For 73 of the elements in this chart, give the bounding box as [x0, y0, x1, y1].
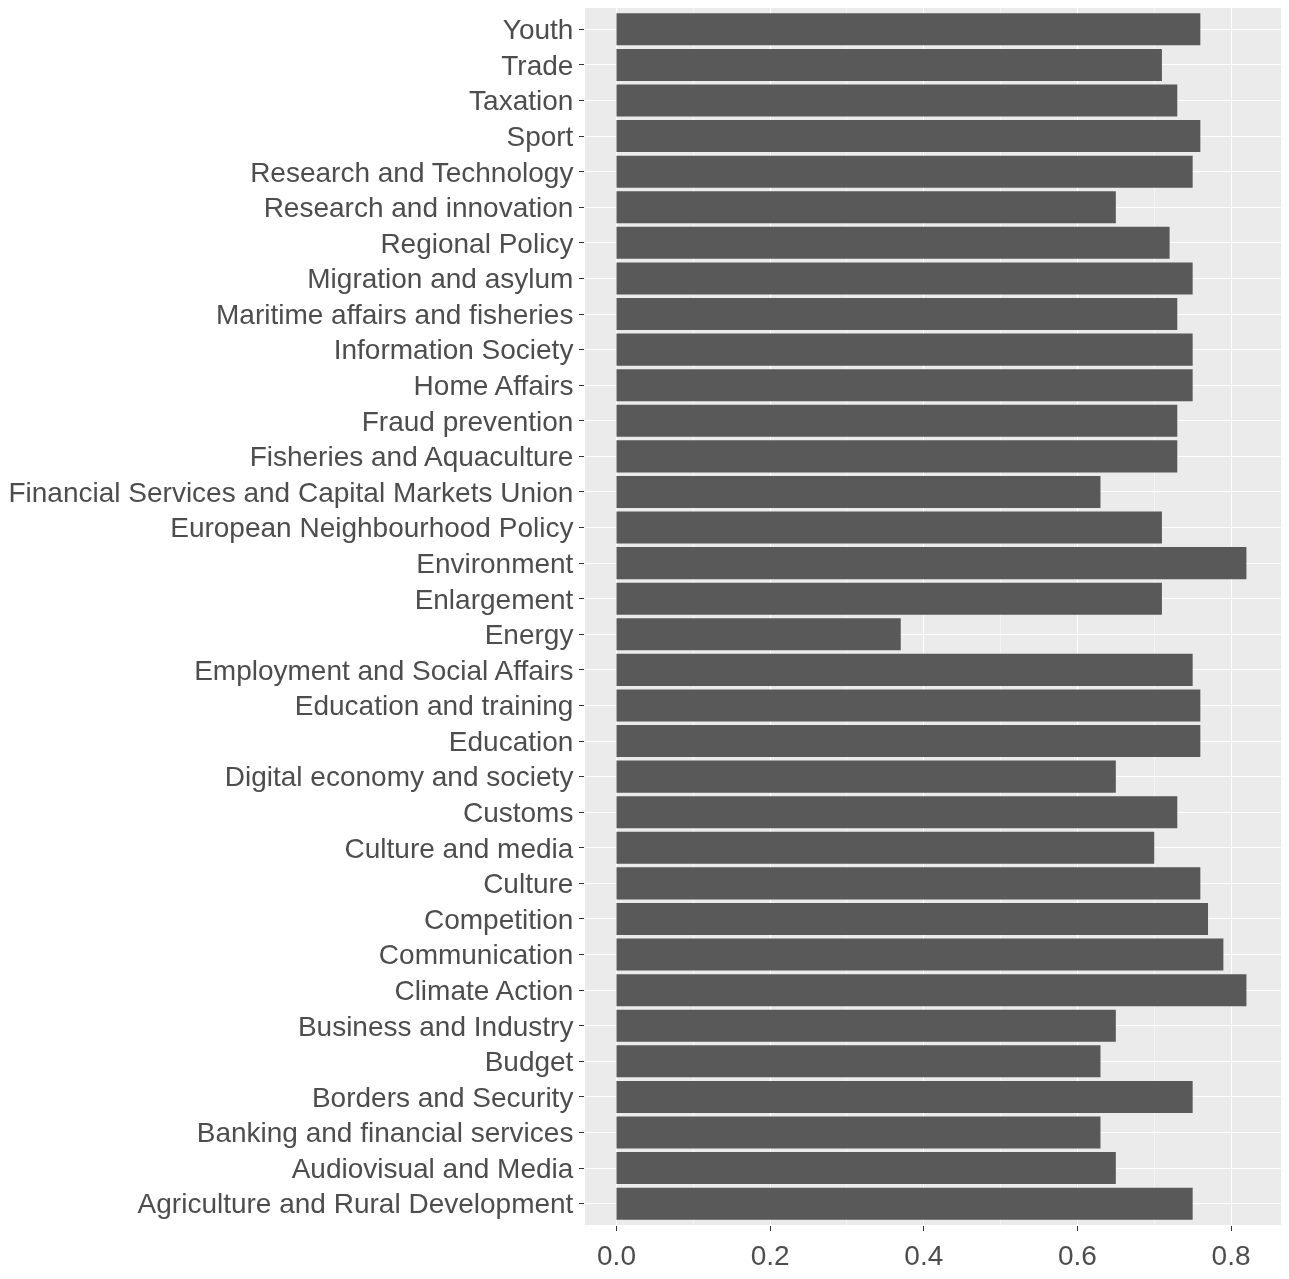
y-tick-label: Audiovisual and Media — [291, 1152, 574, 1184]
y-tick-label: Financial Services and Capital Markets Union — [8, 476, 574, 508]
bar — [616, 867, 1201, 900]
bar — [616, 226, 1170, 259]
bar — [616, 333, 1193, 366]
x-tick-label: 0.6 — [1057, 1239, 1097, 1271]
bar — [616, 689, 1201, 722]
bar — [616, 404, 1178, 437]
y-tick-label: Research and Technology — [250, 156, 574, 188]
bar — [616, 475, 1101, 508]
bar — [616, 1116, 1101, 1149]
y-tick-label: Fraud prevention — [361, 405, 574, 437]
bar — [616, 262, 1193, 295]
y-tick-label: Banking and financial services — [196, 1117, 574, 1149]
y-tick-label: Energy — [484, 619, 574, 651]
y-tick-label: European Neighbourhood Policy — [170, 512, 574, 544]
bar — [616, 48, 1162, 81]
y-tick-label: Communication — [378, 939, 574, 971]
y-tick-label: Home Affairs — [413, 370, 574, 401]
y-tick-label: Agriculture and Rural Development — [137, 1188, 574, 1220]
bar — [616, 155, 1193, 188]
y-tick-label: Youth — [502, 14, 574, 46]
bar — [616, 369, 1193, 402]
bar — [616, 440, 1178, 473]
y-tick-label: Regional Policy — [380, 227, 574, 259]
bar — [616, 796, 1178, 829]
bar — [616, 84, 1178, 117]
bar — [616, 760, 1116, 793]
y-tick-label: Culture — [483, 868, 574, 900]
bar — [616, 1187, 1193, 1220]
y-tick-label: Culture and media — [344, 832, 574, 864]
y-tick-label: Trade — [501, 49, 574, 81]
y-tick-label: Borders and Security — [311, 1081, 574, 1113]
bar — [616, 1152, 1116, 1185]
y-tick-label: Fisheries and Aquaculture — [249, 441, 574, 473]
bar — [616, 725, 1201, 758]
bar — [616, 653, 1193, 686]
bar — [616, 120, 1201, 153]
y-tick-label: Competition — [423, 903, 574, 935]
bar — [616, 831, 1155, 864]
y-tick-label: Environment — [416, 547, 574, 579]
bar — [616, 1009, 1116, 1042]
y-tick-label: Maritime affairs and fisheries — [215, 298, 574, 330]
x-tick-label: 0.4 — [904, 1239, 944, 1271]
y-tick-label: Climate Action — [394, 974, 574, 1006]
y-tick-label: Digital economy and society — [224, 761, 574, 793]
bar — [616, 547, 1247, 580]
x-tick-label: 0.2 — [750, 1239, 790, 1271]
y-tick-label: Research and innovation — [263, 192, 574, 224]
bar — [616, 582, 1162, 615]
y-tick-label: Education — [448, 725, 574, 757]
y-tick-label: Enlargement — [414, 583, 574, 615]
bar — [616, 618, 901, 651]
y-tick-label: Business and Industry — [297, 1010, 574, 1042]
x-tick-label: 0.0 — [597, 1239, 636, 1271]
bar — [616, 191, 1116, 224]
bar — [616, 938, 1224, 971]
y-tick-label: Sport — [506, 120, 574, 152]
bar — [616, 1045, 1101, 1078]
y-tick-label: Employment and Social Affairs — [194, 654, 574, 686]
y-tick-label: Migration and asylum — [307, 263, 574, 295]
bar — [616, 298, 1178, 331]
y-tick-label: Customs — [462, 797, 574, 829]
bar — [616, 974, 1247, 1007]
bar — [616, 511, 1162, 544]
y-tick-label: Budget — [484, 1046, 574, 1078]
bar — [616, 1080, 1193, 1113]
y-tick-label: Education and training — [294, 690, 574, 722]
y-tick-label: Taxation — [469, 85, 574, 117]
bar — [616, 13, 1201, 46]
x-tick-label: 0.8 — [1211, 1239, 1251, 1271]
y-tick-label: Information Society — [333, 334, 574, 366]
bar — [616, 902, 1209, 935]
